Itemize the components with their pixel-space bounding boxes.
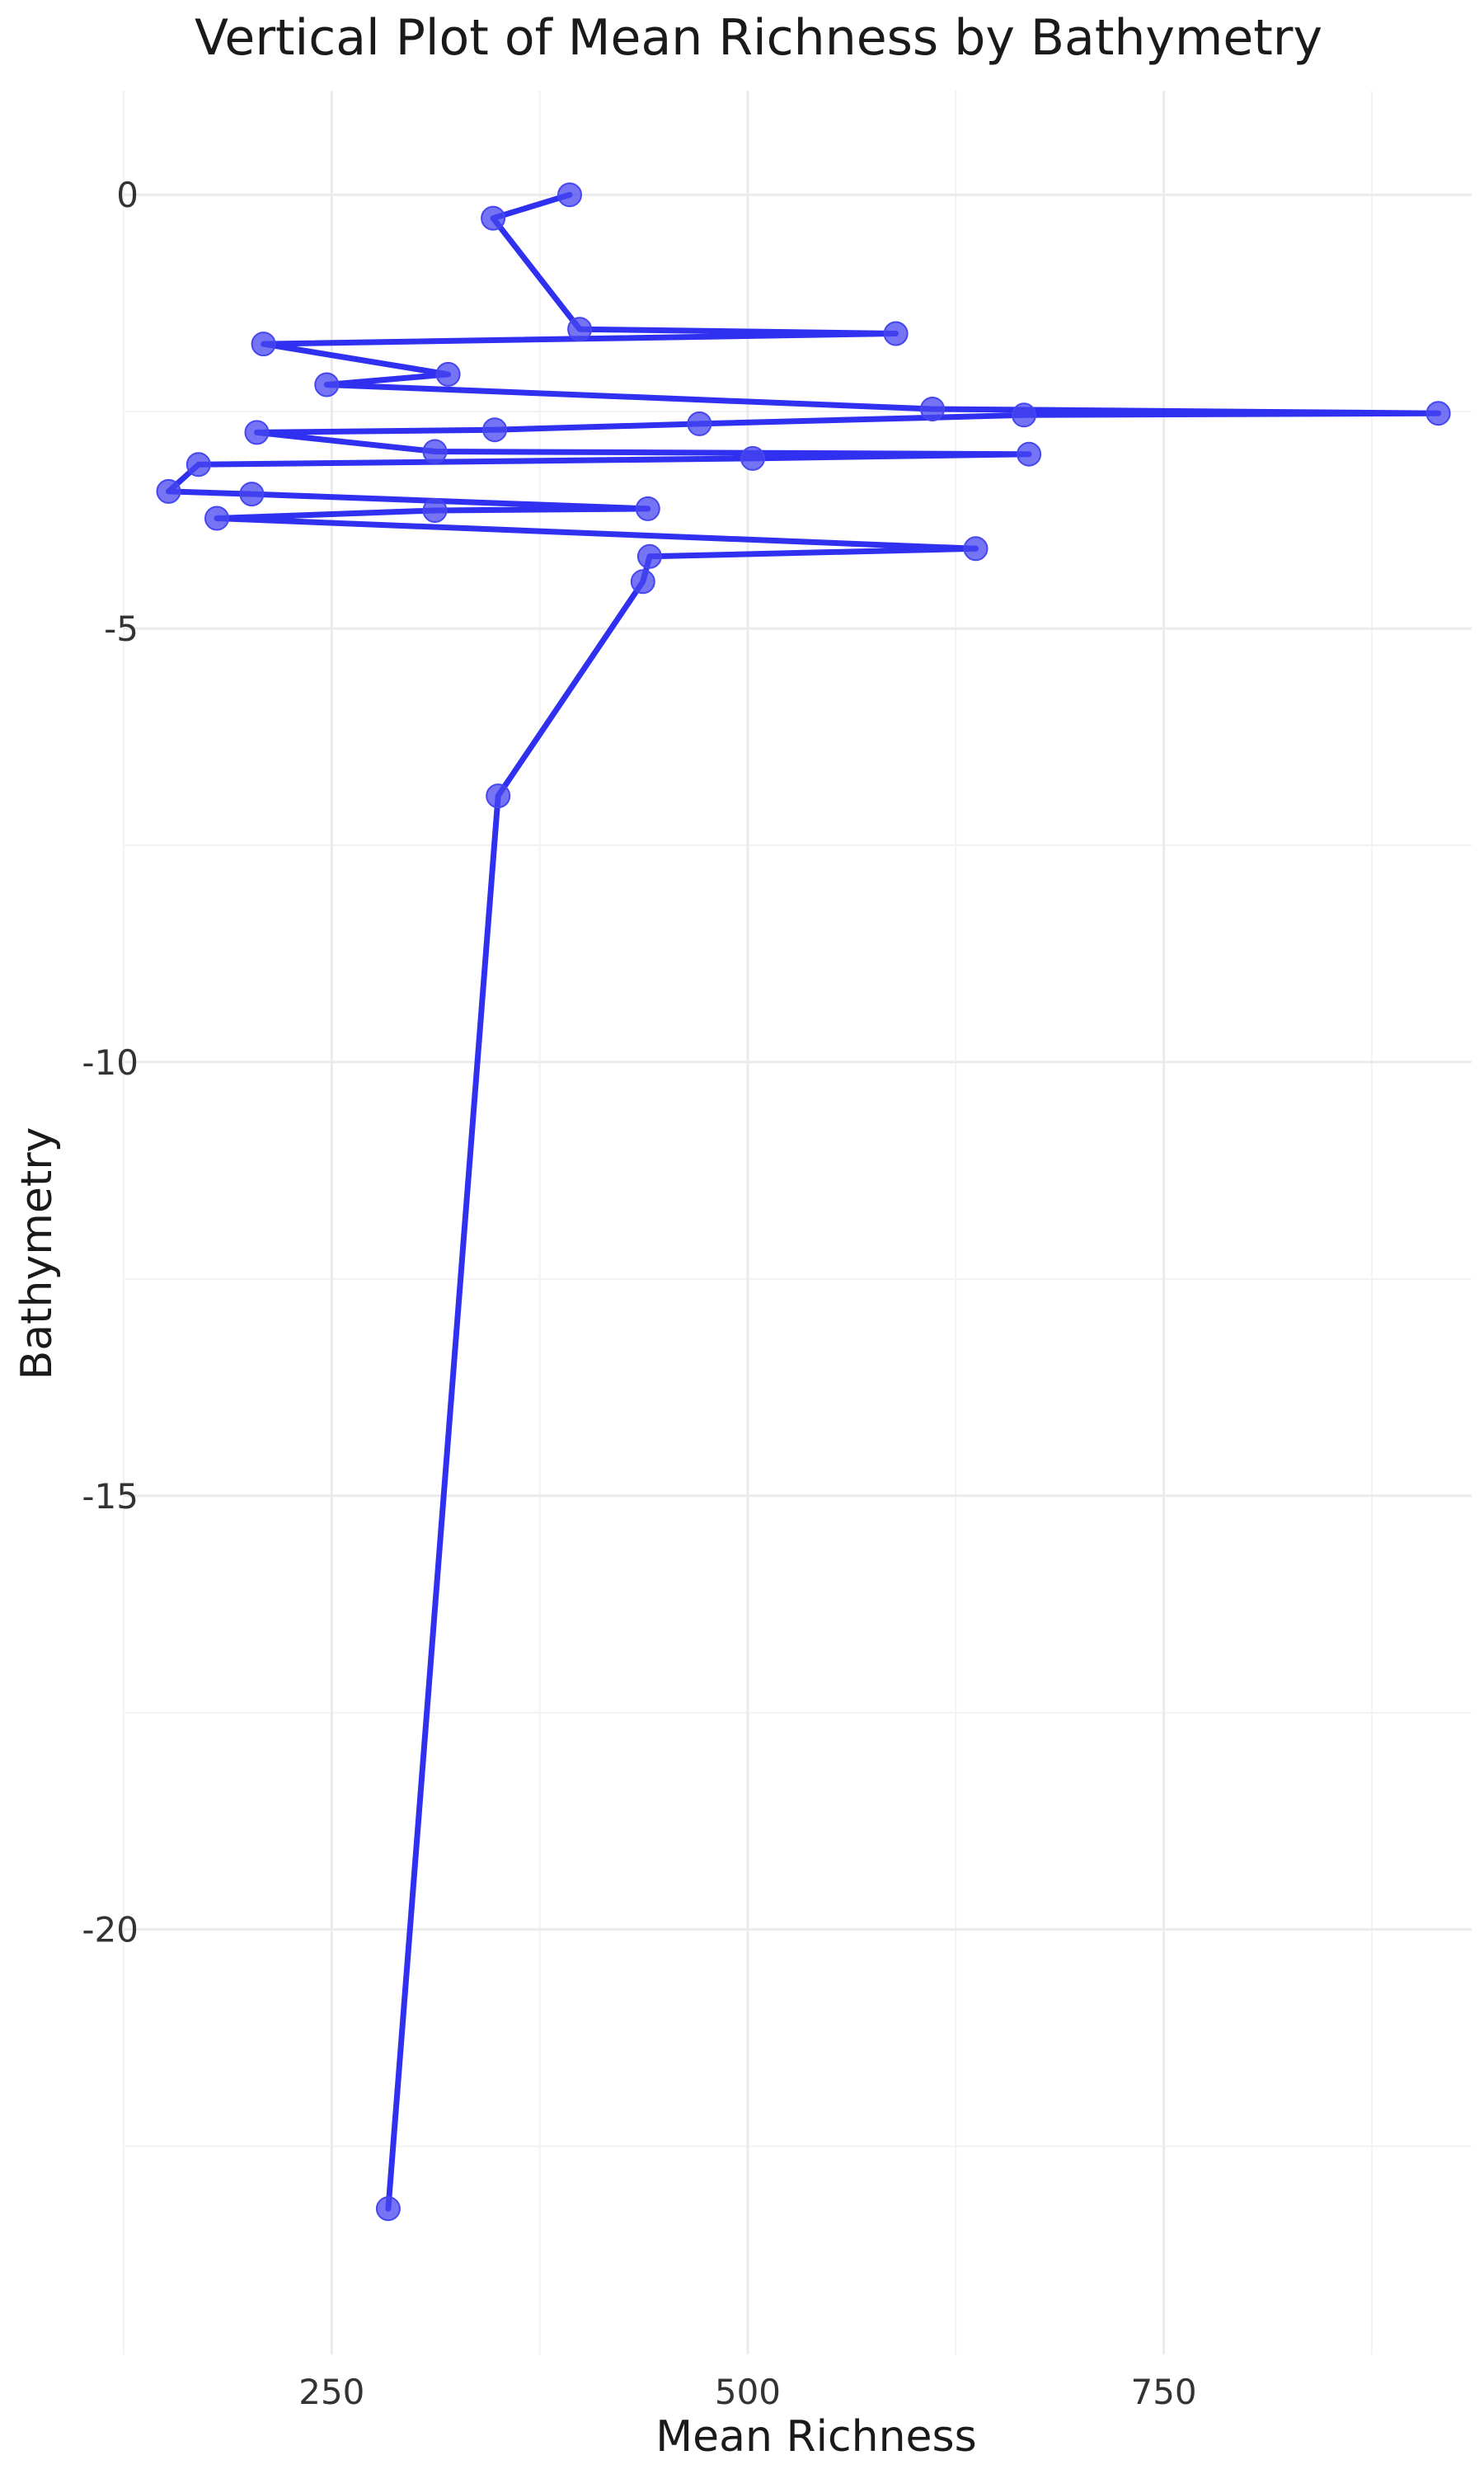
data-point	[740, 445, 765, 471]
data-point	[422, 498, 448, 523]
data-point	[636, 543, 662, 569]
x-tick-label: 250	[298, 2372, 364, 2412]
data-point	[1425, 401, 1451, 426]
data-point	[482, 417, 508, 443]
data-series	[156, 182, 1451, 2222]
data-point	[963, 536, 989, 562]
series-line	[166, 191, 1442, 2212]
data-point	[435, 361, 461, 387]
data-point	[1012, 402, 1036, 428]
y-axis-label: Bathymetry	[12, 1127, 62, 1380]
chart-title: Vertical Plot of Mean Richness by Bathym…	[195, 9, 1322, 67]
y-tick-label: -5	[104, 609, 139, 649]
data-point	[204, 506, 229, 531]
data-point	[156, 478, 181, 504]
x-axis-label: Mean Richness	[655, 2412, 976, 2462]
x-tick-label: 500	[715, 2372, 781, 2412]
data-point	[422, 439, 448, 464]
data-point	[567, 317, 593, 342]
data-point	[186, 452, 211, 477]
data-point	[239, 482, 265, 507]
data-point	[630, 569, 655, 595]
data-point	[687, 411, 712, 436]
data-point	[314, 372, 340, 397]
x-tick-label: 750	[1130, 2372, 1196, 2412]
data-point	[635, 496, 660, 521]
tick-labels: 250 500 750 0 -5 -10 -15 -20	[82, 175, 1196, 2412]
y-tick-label: -20	[82, 1910, 139, 1950]
data-point	[557, 182, 582, 208]
y-tick-label: -10	[82, 1042, 139, 1083]
y-tick-label: -15	[82, 1476, 139, 1517]
data-point	[244, 420, 270, 445]
data-point	[251, 332, 276, 357]
data-point	[883, 321, 909, 346]
data-point	[1017, 441, 1042, 467]
y-tick-label: 0	[116, 175, 139, 215]
data-point	[375, 2196, 401, 2222]
data-point	[920, 397, 945, 421]
data-point	[486, 783, 511, 809]
data-point	[481, 205, 506, 231]
